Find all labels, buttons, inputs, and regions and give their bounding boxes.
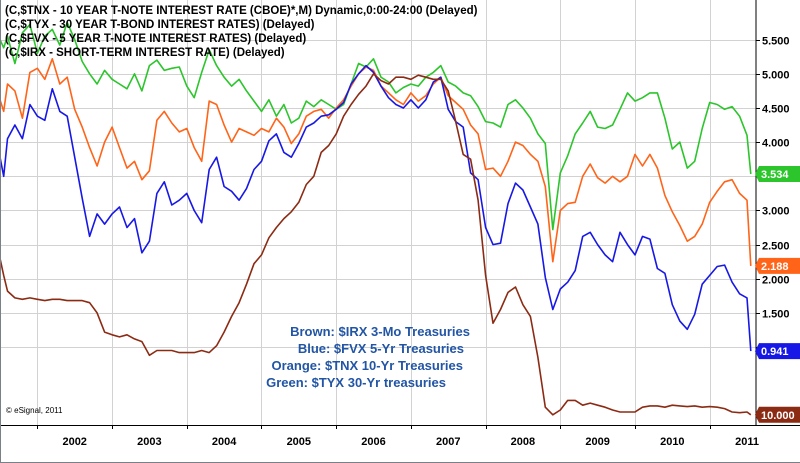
y-tick-label: 4.000 [762,138,790,150]
y-tick-label: 5.500 [762,36,790,48]
last-value-box [755,343,800,360]
last-value-box [755,165,800,182]
x-tick-label: 2006 [361,436,385,448]
x-tick-label: 2008 [511,436,535,448]
x-tick-label: 2005 [287,436,311,448]
last-value-tnx: 2.188 [755,257,800,274]
last-value-tyx: 3.534 [755,165,800,182]
y-tick-label: 4.500 [762,104,790,116]
header-line-irx: (C,$IRX - SHORT-TERM INTEREST RATE) (Del… [5,47,285,59]
series-line-tyx [0,21,752,231]
x-tick-label: 2011 [735,436,759,448]
series-line-fvx [0,64,752,352]
series-layer [0,21,752,416]
last-value-text: 3.534 [761,169,789,181]
source-label: © eSignal, 2011 [6,406,63,415]
last-value-irx: 10.000 [755,406,800,423]
x-tick-label: 2004 [212,436,237,448]
y-tick-label: 1.500 [762,309,790,321]
x-tick-label: 2003 [137,436,161,448]
header-line-fvx: (C,$FVX - 5 YEAR T-NOTE INTEREST RATES) … [5,33,306,45]
x-tick-label: 2007 [436,436,460,448]
legend-entry-fvx: Blue: $FVX 5-Yr Treasuries [298,341,464,356]
last-value-labels: 3.534 2.188 0.941 10.000 [755,165,800,423]
last-value-box [755,257,800,274]
legend-entry-irx: Brown: $IRX 3-Mo Treasuries [290,324,470,339]
legend-entry-tyx: Green: $TYX 30-Yr treasuries [266,375,446,390]
header-line-tyx: (C,$TYX - 30 YEAR T-BOND INTEREST RATES)… [5,19,315,31]
x-tick-label: 2002 [62,436,86,448]
x-tick-label: 2010 [660,436,684,448]
last-value-box [755,406,800,423]
header-line-tnx: (C,$TNX - 10 YEAR T-NOTE INTEREST RATE (… [5,5,478,17]
series-line-tnx [0,57,752,266]
series-line-irx [0,73,752,416]
y-tick-label: 3.000 [762,206,790,218]
x-axis-ticks: 2002 2003 2004 2005 2006 2007 2008 2009 2010 2011 [37,425,759,448]
y-tick-label: 2.500 [762,241,790,253]
y-tick-label: 5.000 [762,70,790,82]
legend-entry-tnx: Orange: $TNX 10-Yr Treasuries [272,358,463,373]
last-value-fvx: 0.941 [755,343,800,360]
last-value-text: 0.941 [761,346,789,358]
x-tick-label: 2009 [585,436,609,448]
last-value-text: 10.000 [761,410,795,422]
y-tick-label: 2.000 [762,275,790,287]
last-value-text: 2.188 [761,261,789,273]
window-border-left [0,0,1,463]
